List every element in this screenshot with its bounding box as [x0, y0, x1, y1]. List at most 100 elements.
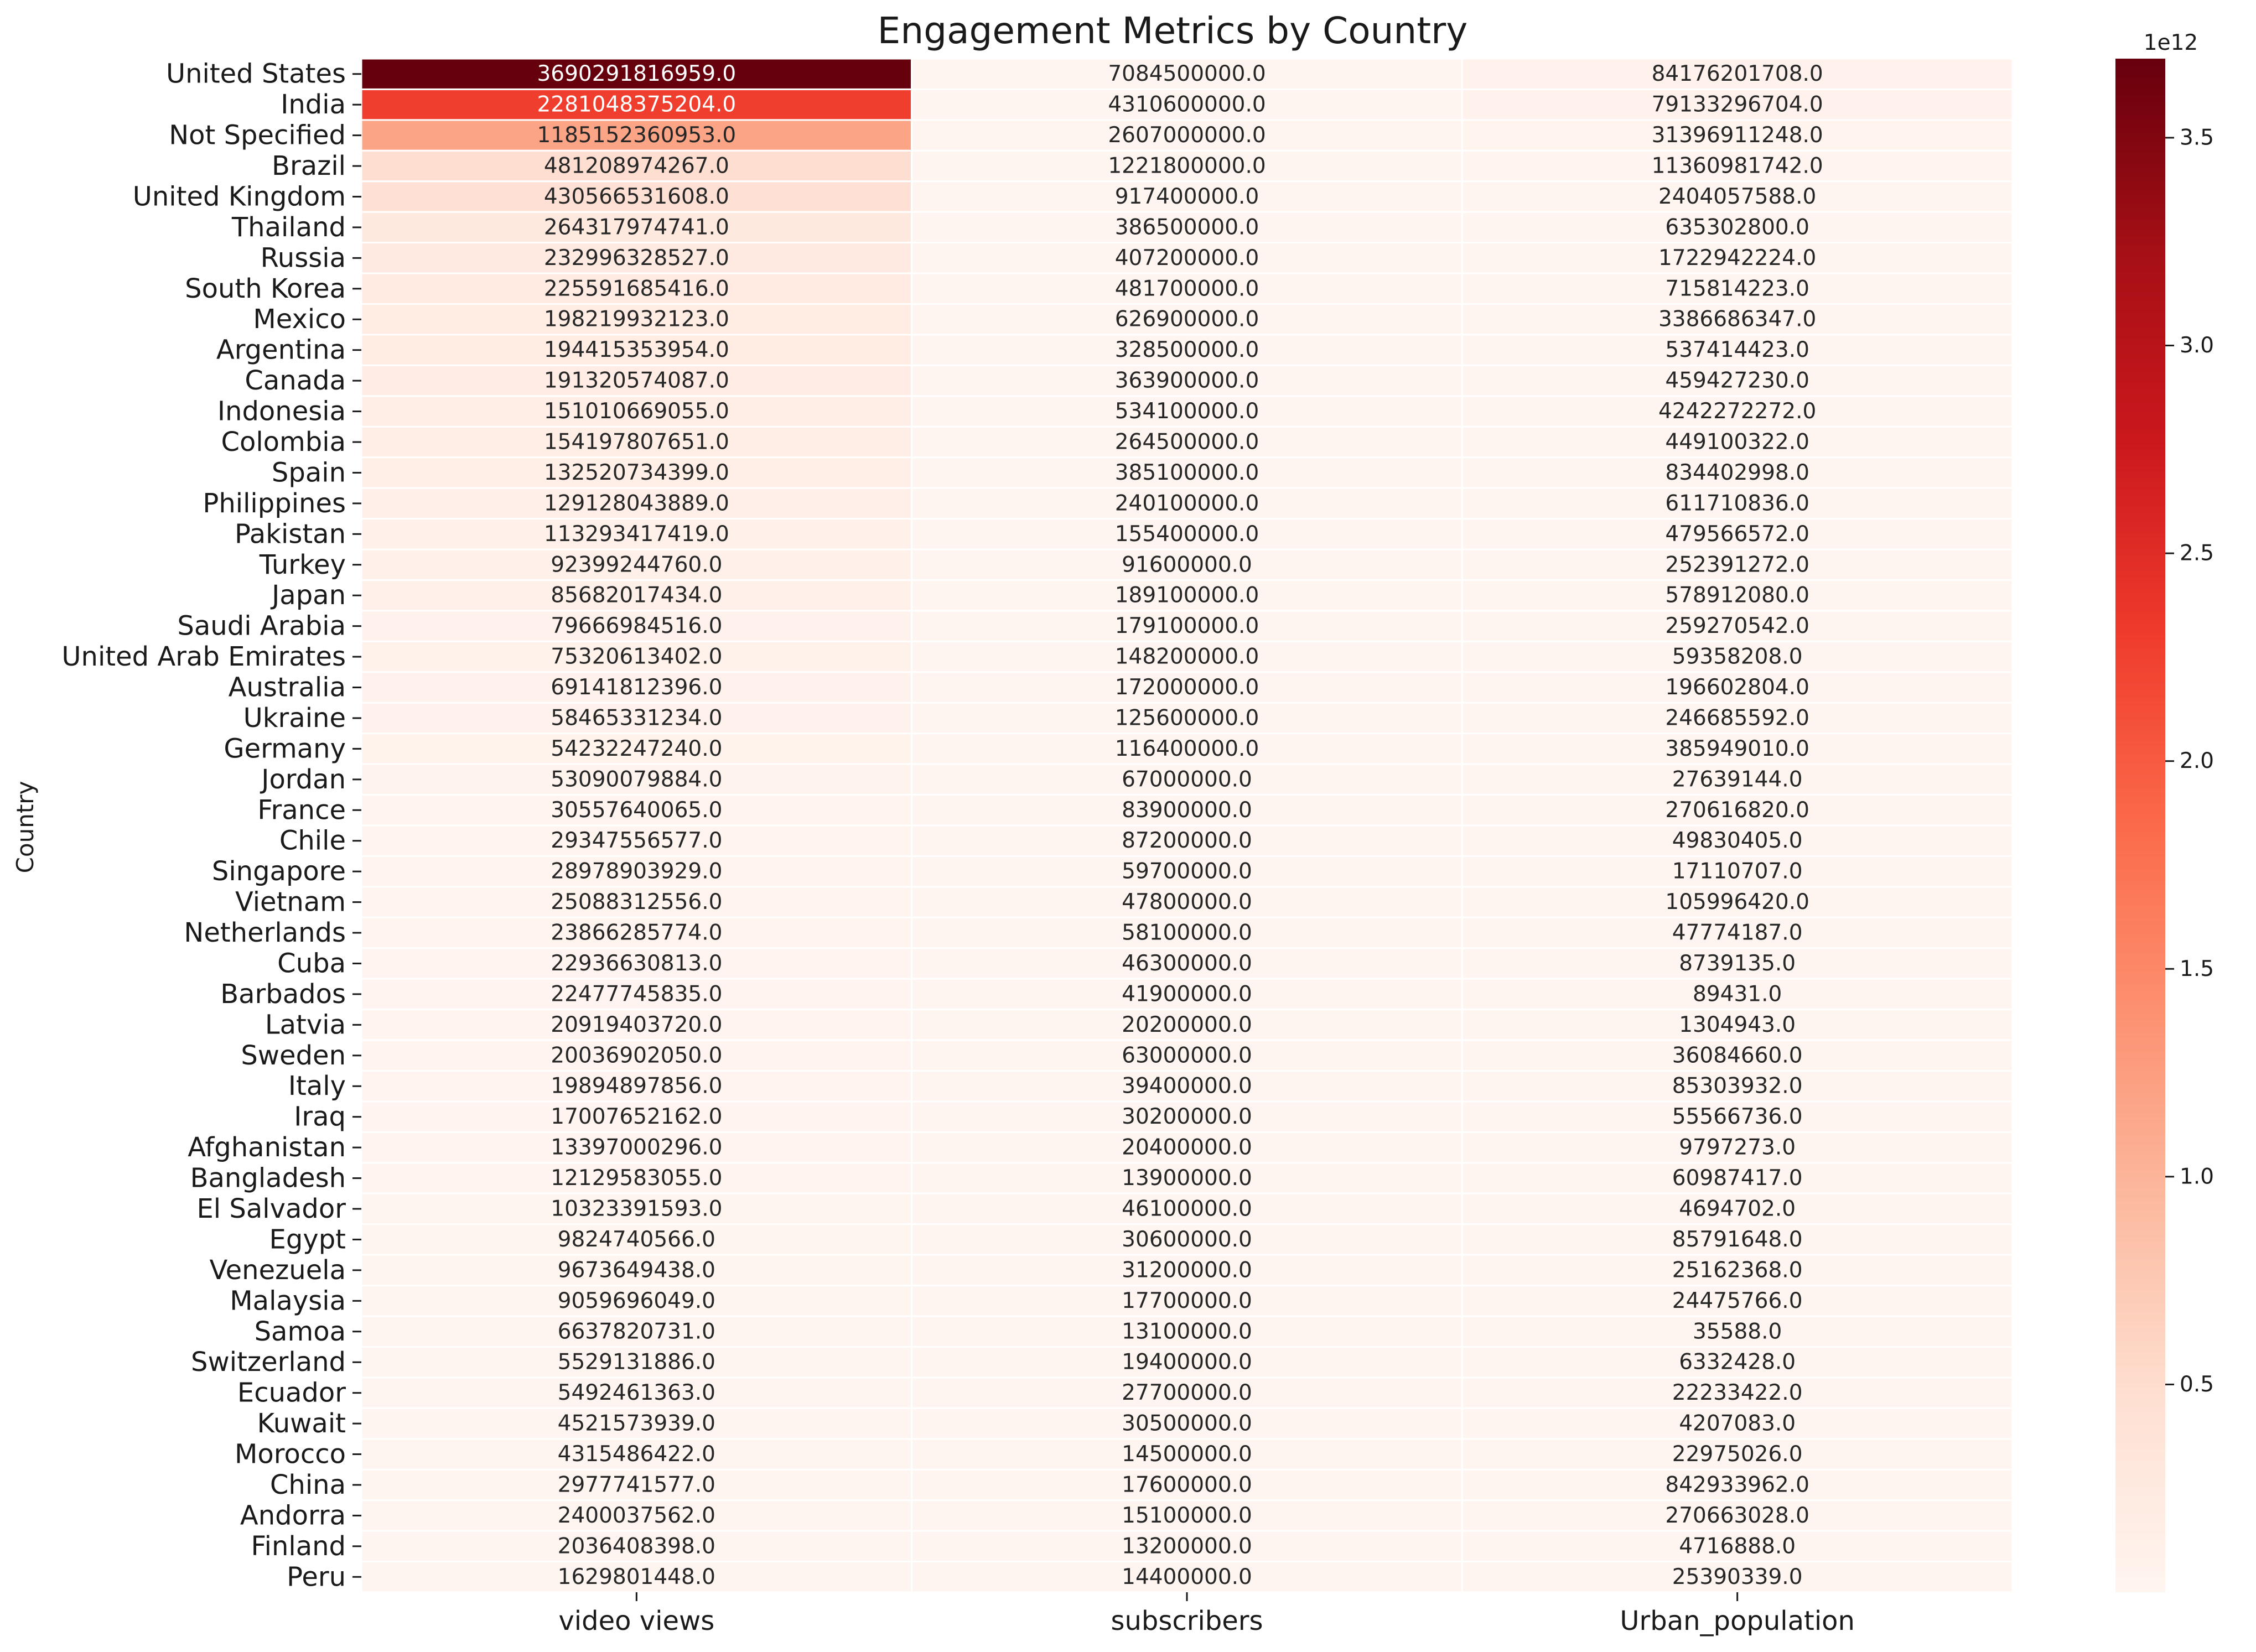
heatmap-cell [1461, 947, 2014, 980]
cell-value-label: 41900000.0 [1122, 981, 1252, 1006]
cell-value-label: 328500000.0 [1115, 337, 1259, 362]
heatmap-cell [360, 272, 913, 305]
cell-value-label: 481700000.0 [1115, 276, 1259, 301]
heatmap-cell [911, 211, 1463, 244]
cell-value-label: 3690291816959.0 [537, 61, 736, 86]
cell-value-label: 270616820.0 [1665, 798, 1809, 823]
heatmap-cell [911, 1223, 1463, 1256]
heatmap-cell [360, 1561, 913, 1593]
cell-value-label: 4207083.0 [1679, 1411, 1796, 1436]
heatmap-cell [360, 1285, 913, 1317]
heatmap-cell [360, 947, 913, 980]
heatmap-cell [360, 702, 913, 735]
row-label: Not Specified [169, 120, 346, 151]
heatmap-cell [1461, 824, 2014, 857]
heatmap-cell [911, 1346, 1463, 1379]
cell-value-label: 12129583055.0 [551, 1166, 722, 1191]
cell-value-label: 59358208.0 [1672, 645, 1803, 669]
row-label: Peru [287, 1561, 346, 1592]
heatmap-cell [911, 1561, 1463, 1593]
row-label: Australia [229, 672, 346, 703]
heatmap-cell [911, 272, 1463, 305]
heatmap-cell [911, 180, 1463, 213]
cell-value-label: 30500000.0 [1122, 1411, 1252, 1436]
cell-value-label: 89431.0 [1693, 981, 1782, 1006]
heatmap-cell [1461, 1438, 2014, 1471]
cell-value-label: 13200000.0 [1122, 1534, 1252, 1559]
heatmap-cell [360, 610, 913, 642]
heatmap-cell [1461, 1376, 2014, 1409]
heatmap-cell [911, 334, 1463, 366]
heatmap-cell [360, 242, 913, 274]
heatmap-cell [1461, 1407, 2014, 1440]
heatmap-cell [1461, 1039, 2014, 1072]
colorbar-tick-label: 0.5 [2180, 1372, 2214, 1397]
cell-value-label: 25390339.0 [1672, 1565, 1803, 1589]
cell-value-label: 13900000.0 [1122, 1166, 1252, 1191]
cell-value-label: 449100322.0 [1665, 430, 1809, 455]
row-label: Finland [251, 1531, 346, 1562]
row-label: United Kingdom [133, 181, 346, 212]
cell-value-label: 13100000.0 [1122, 1319, 1252, 1344]
y-axis-label: Country [12, 781, 39, 874]
row-label: Morocco [235, 1439, 346, 1470]
heatmap-cell [911, 1254, 1463, 1287]
cell-value-label: 155400000.0 [1115, 522, 1259, 547]
colorbar-tick-label: 3.0 [2180, 333, 2214, 358]
row-label: Spain [272, 457, 346, 488]
cell-value-label: 7084500000.0 [1108, 61, 1266, 86]
cell-value-label: 84176201708.0 [1652, 61, 1823, 86]
heatmap-cell [1461, 1315, 2014, 1348]
cell-value-label: 611710836.0 [1665, 491, 1809, 516]
heatmap-cell [1461, 1070, 2014, 1103]
heatmap-cell [911, 610, 1463, 642]
cell-value-label: 2281048375204.0 [537, 92, 736, 117]
row-label: Chile [279, 825, 346, 856]
row-label: Barbados [220, 979, 346, 1010]
cell-value-label: 17007652162.0 [551, 1104, 722, 1129]
row-label: Latvia [265, 1009, 346, 1040]
row-label: Samoa [255, 1316, 346, 1347]
heatmap-cell [1461, 88, 2014, 121]
heatmap-cell [911, 58, 1463, 90]
cell-value-label: 29347556577.0 [551, 828, 722, 853]
heatmap-cell [1461, 733, 2014, 765]
cell-value-label: 4242272272.0 [1658, 399, 1816, 424]
heatmap-cell [1461, 242, 2014, 274]
heatmap-cell [360, 548, 913, 581]
cell-value-label: 626900000.0 [1115, 307, 1259, 332]
heatmap-cell [1461, 303, 2014, 336]
row-label: Pakistan [235, 518, 346, 549]
cell-value-label: 25162368.0 [1672, 1258, 1803, 1282]
heatmap-cell [1461, 211, 2014, 244]
cell-value-label: 5492461363.0 [558, 1380, 715, 1405]
cell-value-label: 4694702.0 [1679, 1197, 1796, 1222]
cell-value-label: 14500000.0 [1122, 1442, 1252, 1467]
colorbar-tick-label: 2.5 [2180, 541, 2214, 566]
cell-value-label: 246685592.0 [1665, 705, 1809, 730]
cell-value-label: 194415353954.0 [544, 337, 729, 362]
cell-value-label: 259270542.0 [1665, 614, 1809, 638]
row-label: Venezuela [210, 1255, 346, 1286]
heatmap-cell [360, 364, 913, 397]
colorbar-tick-label: 2.0 [2180, 749, 2214, 773]
cell-value-label: 92399244760.0 [551, 552, 722, 577]
cell-value-label: 5529131886.0 [558, 1350, 715, 1375]
column-label: Urban_population [1620, 1606, 1855, 1637]
cell-value-label: 9824740566.0 [558, 1227, 715, 1252]
heatmap-cell [1461, 1346, 2014, 1379]
row-label: Brazil [272, 150, 346, 181]
cell-value-label: 240100000.0 [1115, 491, 1259, 516]
cell-value-label: 17600000.0 [1122, 1472, 1252, 1497]
heatmap-cell [360, 855, 913, 888]
cell-value-label: 20919403720.0 [551, 1012, 722, 1037]
cell-value-label: 2036408398.0 [558, 1534, 715, 1559]
cell-value-label: 4521573939.0 [558, 1411, 715, 1436]
cell-value-label: 23866285774.0 [551, 921, 722, 946]
cell-value-label: 75320613402.0 [551, 645, 722, 669]
cell-value-label: 87200000.0 [1122, 828, 1252, 853]
cell-value-label: 225591685416.0 [544, 276, 729, 301]
cell-value-label: 9673649438.0 [558, 1258, 715, 1282]
heatmap-cell [1461, 149, 2014, 183]
